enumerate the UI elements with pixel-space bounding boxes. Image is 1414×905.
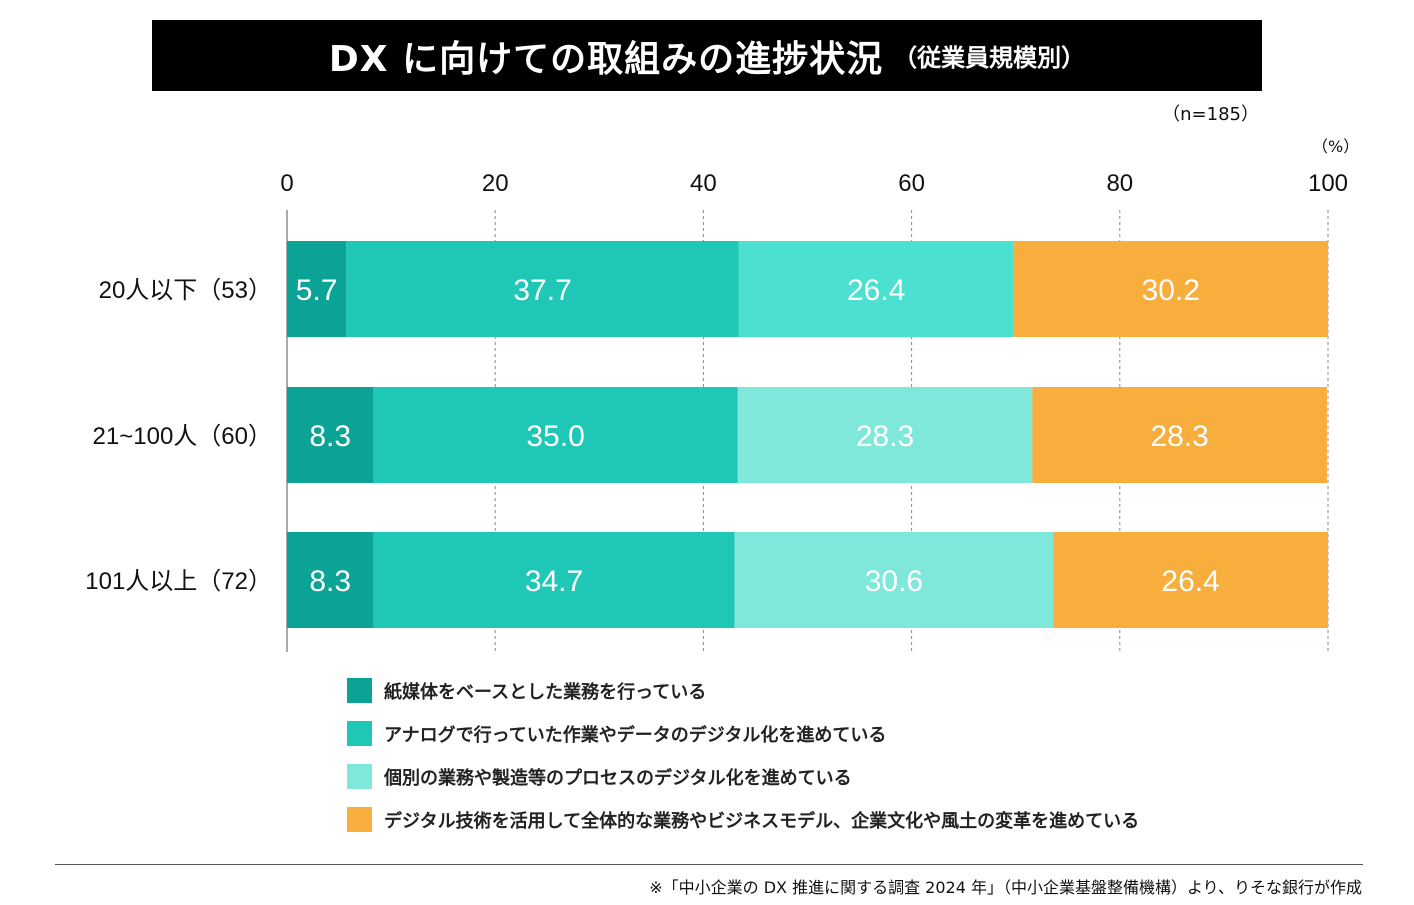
category-label: 21~100人（60） xyxy=(93,423,272,450)
x-tick-label: 100 xyxy=(1308,170,1348,197)
legend-label: デジタル技術を活用して全体的な業務やビジネスモデル、企業文化や風土の変革を進めて… xyxy=(384,810,1140,832)
legend-swatch xyxy=(347,807,372,832)
x-tick-label: 40 xyxy=(690,170,717,197)
footer-divider xyxy=(55,864,1363,865)
bar-segment xyxy=(287,532,374,628)
x-tick-label: 80 xyxy=(1106,170,1133,197)
bar-segment xyxy=(287,241,347,337)
legend-item: 個別の業務や製造等のプロセスのデジタル化を進めている xyxy=(347,764,1139,789)
bar-segment xyxy=(734,532,1054,628)
bar-segment xyxy=(738,241,1014,337)
legend-label: アナログで行っていた作業やデータのデジタル化を進めている xyxy=(384,724,887,746)
data-label: 37.7 xyxy=(513,274,571,307)
chart-title: DX に向けての取組みの進捗状況 xyxy=(328,38,884,80)
bar-segment xyxy=(373,387,738,483)
sample-size: （n=185） xyxy=(1162,104,1259,125)
bar-segment xyxy=(1013,241,1328,337)
data-label: 28.3 xyxy=(1150,420,1208,453)
bar-segment xyxy=(737,387,1033,483)
legend: 紙媒体をベースとした業務を行っているアナログで行っていた作業やデータのデジタル化… xyxy=(347,678,1139,850)
data-label: 35.0 xyxy=(526,420,584,453)
category-label: 101人以上（72） xyxy=(85,568,272,595)
x-tick-label: 20 xyxy=(482,170,509,197)
legend-item: アナログで行っていた作業やデータのデジタル化を進めている xyxy=(347,721,1139,746)
legend-item: 紙媒体をベースとした業務を行っている xyxy=(347,678,1139,703)
unit-label: （%） xyxy=(1312,137,1360,156)
source-note: ※「中小企業の DX 推進に関する調査 2024 年」（中小企業基盤整備機構）よ… xyxy=(649,878,1362,897)
data-label: 8.3 xyxy=(309,565,351,598)
x-tick-label: 0 xyxy=(280,170,293,197)
bar-segment xyxy=(287,387,374,483)
legend-swatch xyxy=(347,721,372,746)
data-label: 30.6 xyxy=(865,565,923,598)
bar-segment xyxy=(373,532,735,628)
data-label: 34.7 xyxy=(525,565,583,598)
bar-segment xyxy=(1053,532,1328,628)
legend-swatch xyxy=(347,678,372,703)
x-tick-label: 60 xyxy=(898,170,925,197)
data-label: 5.7 xyxy=(296,274,338,307)
chart-subtitle: （従業員規模別） xyxy=(893,44,1086,72)
title-banner: DX に向けての取組みの進捗状況 （従業員規模別） xyxy=(152,20,1262,91)
legend-label: 紙媒体をベースとした業務を行っている xyxy=(384,681,707,703)
data-label: 30.2 xyxy=(1142,274,1200,307)
data-label: 26.4 xyxy=(847,274,905,307)
data-label: 28.3 xyxy=(856,420,914,453)
data-label: 26.4 xyxy=(1161,565,1219,598)
bar-segment xyxy=(1032,387,1327,483)
legend-swatch xyxy=(347,764,372,789)
bar-segment xyxy=(346,241,739,337)
legend-item: デジタル技術を活用して全体的な業務やビジネスモデル、企業文化や風土の変革を進めて… xyxy=(347,807,1139,832)
category-label: 20人以下（53） xyxy=(99,277,272,304)
legend-label: 個別の業務や製造等のプロセスのデジタル化を進めている xyxy=(384,767,852,789)
data-label: 8.3 xyxy=(309,420,351,453)
